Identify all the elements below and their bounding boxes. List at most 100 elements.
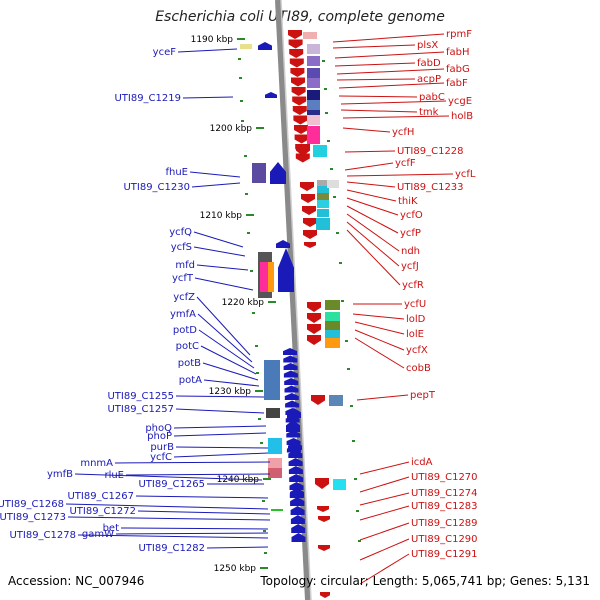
gene-arrow-forward [284,385,299,393]
gene-label-right: ycfJ [401,261,419,272]
leader-line [193,246,246,257]
gene-arrow-forward [278,248,294,292]
leader-line [115,532,269,535]
minor-tick [341,300,344,302]
gene-block [268,468,282,478]
gene-label-right: ndh [401,246,420,257]
gene-label-left: ycfC [150,452,172,463]
leader-line [173,432,267,437]
leader-line [346,197,399,216]
gene-block [307,56,320,66]
gene-label-right: UTI89_C1228 [397,146,464,157]
minor-tick [258,418,261,420]
leader-line [354,337,405,369]
minor-tick [263,530,266,532]
gene-arrow-forward [286,420,300,432]
gene-block [325,300,340,310]
gene-label-left: potA [179,375,202,386]
gene-arrow-reverse [289,58,304,68]
gene-label-right: icdA [411,457,433,468]
gene-block [303,32,317,39]
leader-line [342,127,391,133]
kbp-tick-label: 1250 kbp [214,564,257,574]
gene-label-right: pabC [419,92,445,103]
leader-line [352,313,405,320]
gene-label-left: yceF [153,47,177,58]
axis-highlight [280,0,312,600]
accession-label: Accession: NC_007946 [8,574,145,588]
leader-line [206,546,269,549]
map-title: Escherichia coli UTI89, complete genome [155,9,445,25]
leader-line [334,62,416,67]
gene-arrow-reverse [290,68,305,77]
gene-arrow-forward [288,458,303,466]
gene-label-left: purB [150,442,174,453]
gene-block [317,209,329,217]
gene-label-right: UTI89_C1274 [411,488,478,499]
minor-tick [255,345,258,347]
leader-line [65,503,269,510]
leader-line [338,95,418,98]
gene-label-right: UTI89_C1270 [411,472,478,483]
gene-label-left: mnmA [80,458,113,469]
leader-line [346,181,396,188]
minor-tick [262,500,265,502]
gene-label-left: UTI89_C1265 [138,479,205,490]
leader-line [334,51,445,59]
gene-arrow-reverse [294,134,309,144]
gene-arrow-reverse [317,506,329,512]
gene-block [317,180,329,188]
gene-arrow-forward [284,393,299,400]
leader-line [198,329,255,369]
leader-line [359,505,410,521]
leader-line [202,362,259,381]
minor-tick [350,405,353,407]
gene-arrow-reverse [315,478,329,489]
leader-line [125,473,271,476]
gene-label-right: ycfR [402,280,424,291]
gene-label-right: fabF [446,78,468,89]
gene-label-right: rpmF [446,29,472,40]
gene-arrow-forward [290,488,304,497]
gene-block [317,200,329,208]
minor-tick [244,155,247,157]
leader-line [114,461,271,464]
leader-line [135,495,269,499]
gene-label-left: ymfA [170,309,196,320]
leader-line [338,82,445,89]
gene-arrow-reverse [296,144,310,156]
leader-line [175,408,265,414]
gene-label-right: ycfU [404,299,426,310]
gene-label-left: UTI89_C1257 [107,404,174,415]
minor-tick [356,510,359,512]
gene-label-right: fabH [446,47,470,58]
gene-arrow-forward [285,400,300,408]
minor-tick [247,232,250,234]
gene-arrow-forward [290,497,305,506]
minor-tick [345,340,348,342]
kbp-scale: 1190 kbp 1200 kbp 1210 kbp 1220 kbp 1230 kbp… [191,35,361,574]
kbp-tick-label: 1220 kbp [222,298,265,308]
leader-line [175,446,269,449]
minor-tick [238,58,241,60]
gene-arrow-reverse [294,125,308,134]
gene-arrow-reverse [291,87,306,96]
minor-tick [322,60,325,62]
gene-label-right: cobB [406,363,431,374]
leader-line [203,379,260,387]
gene-arrow-reverse [307,302,321,312]
leader-line [346,221,400,267]
gene-label-right: UTI89_C1233 [397,182,464,193]
leader-line [77,534,269,539]
gene-label-left: mfd [175,260,195,271]
leader-line [354,321,405,335]
leader-line [336,78,416,81]
minor-tick [250,270,253,272]
leader-line [356,394,409,401]
leader-line [182,96,234,99]
gene-block [325,321,340,331]
gene-block [260,262,268,292]
gene-block [316,218,330,230]
gene-block [317,186,329,194]
